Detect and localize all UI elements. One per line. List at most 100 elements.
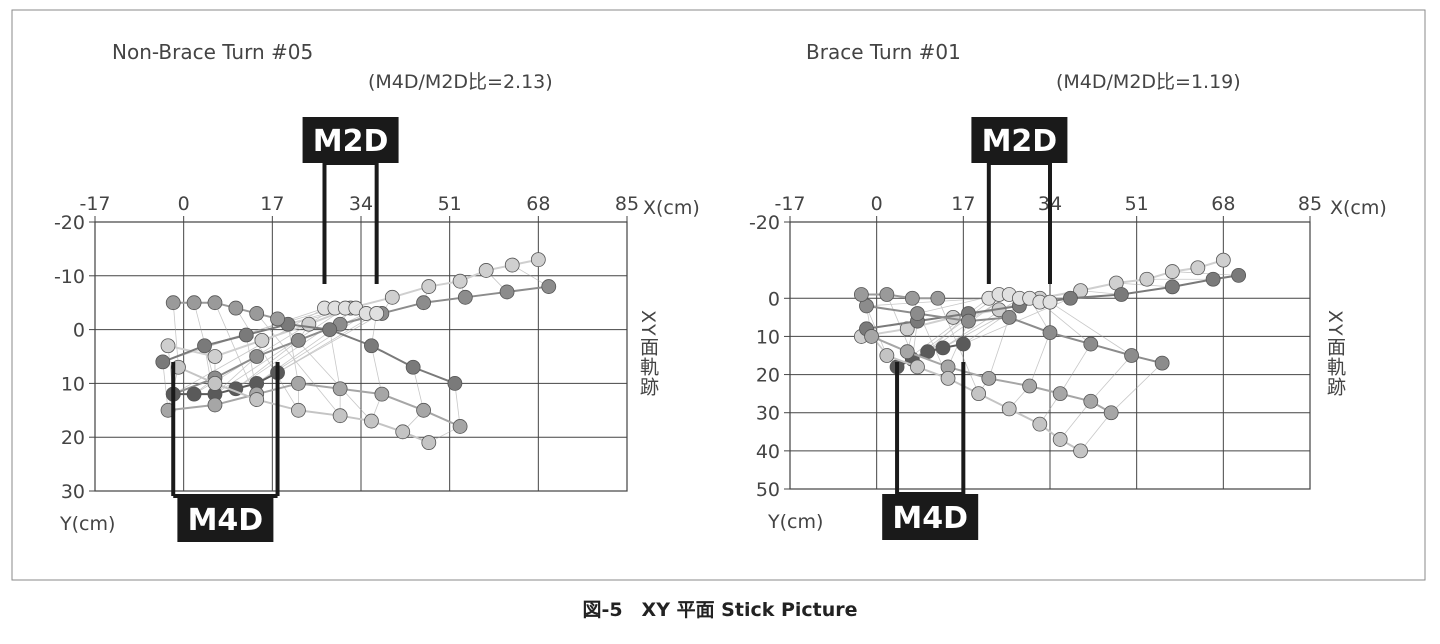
data-point (384, 289, 400, 305)
data-point (1032, 416, 1048, 432)
data-point (935, 340, 951, 356)
stick-line (256, 313, 341, 416)
data-point (160, 338, 176, 354)
stick-line (1049, 301, 1132, 356)
data-point (1164, 279, 1180, 295)
data-point (452, 273, 468, 289)
data-point (1083, 393, 1099, 409)
marker-box (302, 117, 399, 163)
data-point (249, 349, 265, 364)
stick-line (1080, 412, 1112, 452)
data-point (416, 295, 431, 311)
data-point (530, 252, 546, 268)
data-point (541, 279, 557, 294)
series-4 (859, 298, 1170, 371)
data-point (332, 408, 348, 424)
x-tick-label: 0 (871, 193, 883, 215)
series-3 (981, 287, 1058, 310)
data-point (1001, 309, 1017, 325)
stick-line (1059, 343, 1092, 394)
data-point (249, 392, 265, 407)
data-point (155, 354, 171, 370)
series-line (172, 285, 549, 396)
marker-box (971, 117, 1068, 163)
data-point (1042, 325, 1058, 341)
data-point (457, 289, 473, 305)
data-point (1042, 294, 1058, 310)
data-point (504, 257, 520, 273)
data-point (165, 295, 181, 311)
data-point (1164, 264, 1180, 279)
data-point (1205, 271, 1221, 287)
data-point (1113, 287, 1129, 302)
x-axis-label: X(cm) (643, 197, 700, 219)
data-point (186, 295, 202, 311)
stick-line (988, 317, 1010, 379)
stick-line (214, 356, 257, 395)
data-point (1052, 386, 1068, 402)
data-point (207, 349, 223, 364)
stick-line (1059, 401, 1092, 440)
data-point (1231, 267, 1247, 283)
y-tick-label: 40 (756, 441, 780, 463)
stick-line (371, 345, 383, 395)
x-axis-label: X(cm) (1330, 197, 1387, 219)
data-point (981, 370, 997, 386)
data-point (971, 386, 987, 402)
data-point (228, 300, 244, 316)
data-point (322, 322, 338, 338)
data-point (421, 279, 437, 294)
x-tick-label: 85 (615, 193, 639, 215)
data-point (186, 386, 202, 402)
y-tick-label: 50 (756, 479, 780, 501)
x-tick-label: 17 (951, 193, 975, 215)
y-tick-label: 30 (61, 481, 85, 503)
stick-line (866, 297, 989, 307)
y-tick-label: -10 (54, 266, 85, 288)
marker-label: M2D (313, 124, 389, 159)
data-point (910, 306, 925, 321)
data-point (207, 295, 223, 311)
stick-line (235, 340, 299, 390)
data-point (452, 419, 468, 434)
y-tick-label: -20 (749, 212, 780, 234)
data-point (332, 381, 348, 397)
x-tick-label: 34 (349, 193, 373, 215)
figure-caption: 図-5 XY 平面 Stick Picture (582, 599, 857, 621)
y-tick-label: 20 (756, 365, 780, 387)
data-point (1022, 378, 1038, 394)
y-tick-label: 20 (61, 427, 85, 449)
y-tick-label: 0 (73, 320, 85, 342)
chart-subtitle: (M4D/M2D比=1.19) (1056, 71, 1241, 93)
data-point (930, 290, 946, 306)
data-point (416, 402, 431, 418)
data-point (910, 359, 925, 375)
data-point (904, 290, 920, 306)
data-point (270, 311, 285, 327)
data-point (961, 313, 976, 329)
data-point (955, 336, 971, 352)
data-point (395, 424, 411, 440)
data-point (1052, 432, 1068, 447)
x-tick-label: -17 (79, 193, 110, 215)
x-tick-label: 85 (1298, 193, 1322, 215)
stick-line (277, 313, 377, 373)
series-7 (853, 287, 946, 306)
data-point (207, 375, 223, 391)
data-point (254, 332, 270, 348)
side-label: XY面軌跡 (637, 310, 659, 397)
y-tick-label: 30 (756, 403, 780, 425)
chart-title: Non-Brace Turn #05 (112, 40, 313, 64)
data-point (291, 375, 306, 391)
y-tick-label: 10 (756, 326, 780, 348)
data-point (1190, 260, 1206, 276)
x-tick-label: 51 (438, 193, 462, 215)
data-point (405, 359, 421, 375)
y-axis-label: Y(cm) (59, 513, 115, 535)
data-point (1083, 336, 1099, 352)
y-tick-label: -20 (54, 212, 85, 234)
data-point (238, 327, 254, 343)
data-point (1001, 401, 1017, 417)
series-6 (171, 359, 437, 450)
data-point (1154, 355, 1170, 371)
